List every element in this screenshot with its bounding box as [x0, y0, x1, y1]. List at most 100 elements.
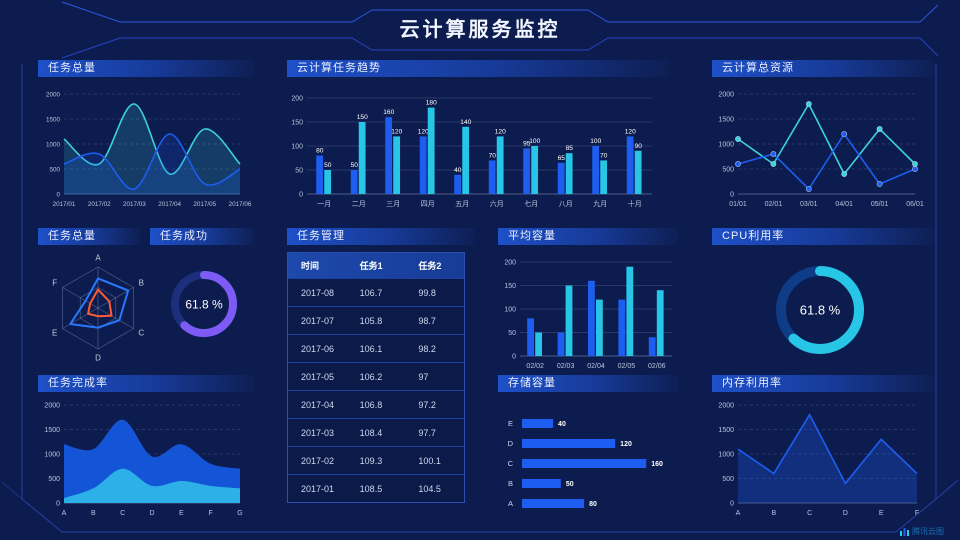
svg-text:160: 160	[651, 461, 663, 468]
svg-text:0: 0	[512, 354, 516, 361]
svg-text:七月: 七月	[524, 199, 538, 208]
svg-text:200: 200	[504, 260, 516, 267]
svg-text:500: 500	[722, 167, 734, 174]
svg-text:1000: 1000	[46, 142, 61, 149]
svg-text:95: 95	[523, 140, 531, 147]
svg-text:0: 0	[299, 192, 303, 199]
svg-text:E: E	[52, 329, 57, 338]
svg-text:1000: 1000	[44, 452, 60, 459]
svg-text:1500: 1500	[44, 427, 60, 434]
avg-capacity-bar-chart: 0 50 100 150 200 02/02 02/03 02/04 02/05 02/06	[504, 260, 672, 370]
svg-text:50: 50	[295, 168, 303, 175]
table-cell: 106.2	[359, 371, 383, 382]
table-cell: 97.2	[418, 399, 436, 410]
svg-text:02/06: 02/06	[648, 363, 666, 370]
svg-text:01/01: 01/01	[729, 201, 747, 208]
svg-text:100: 100	[529, 138, 540, 145]
svg-text:06/01: 06/01	[906, 201, 924, 208]
svg-text:65: 65	[558, 155, 566, 162]
table-cell: 104.5	[418, 483, 441, 494]
svg-text:0: 0	[56, 501, 60, 508]
table-cell: 2017-08	[301, 287, 335, 298]
task-total-radar-chart: A B C D E F	[52, 254, 144, 363]
table-cell: 106.8	[359, 399, 383, 410]
svg-text:2017/05: 2017/05	[193, 201, 216, 208]
svg-text:61.8 %: 61.8 %	[185, 297, 223, 311]
table-row: 2017-05 106.2 97	[288, 362, 464, 390]
table-cell: 2017-04	[301, 399, 335, 410]
svg-text:2000: 2000	[718, 92, 734, 99]
svg-text:四月: 四月	[421, 200, 435, 208]
svg-text:200: 200	[291, 96, 303, 103]
svg-text:1000: 1000	[718, 452, 734, 459]
table-cell: 109.3	[359, 455, 383, 466]
svg-text:40: 40	[454, 167, 462, 174]
svg-text:B: B	[91, 510, 96, 517]
svg-text:100: 100	[590, 138, 601, 145]
task-management-table: 时间 任务1 任务2 2017-08 106.7 99.8 2017-07 105.8 98.7…	[287, 252, 465, 503]
svg-text:02/02: 02/02	[526, 363, 544, 370]
svg-text:0: 0	[730, 501, 734, 508]
svg-text:90: 90	[635, 143, 643, 150]
memory-line-chart: 0 500 1000 1500 2000 A B C D E F	[718, 403, 919, 518]
table-row: 2017-08 106.7 99.8	[288, 278, 464, 306]
svg-text:02/04: 02/04	[587, 363, 605, 370]
svg-text:C: C	[508, 459, 514, 468]
table-cell: 98.2	[418, 343, 436, 354]
svg-text:180: 180	[426, 100, 437, 107]
svg-text:五月: 五月	[455, 200, 469, 208]
task-total-line-chart: 0 500 1000 1500 2000 2017/01 2017/02 2017/03 201…	[46, 92, 252, 209]
svg-text:70: 70	[489, 152, 497, 159]
svg-text:85: 85	[566, 145, 574, 152]
svg-text:04/01: 04/01	[835, 201, 853, 208]
table-row: 2017-01 108.5 104.5	[288, 474, 464, 502]
table-cell: 2017-02	[301, 455, 335, 466]
table-row: 2017-04 106.8 97.2	[288, 390, 464, 418]
table-row: 2017-03 108.4 97.7	[288, 418, 464, 446]
table-cell: 99.8	[418, 287, 436, 298]
svg-text:100: 100	[504, 307, 516, 314]
svg-text:D: D	[843, 510, 848, 517]
panel-title-storage: 存储容量	[498, 375, 678, 392]
svg-text:G: G	[237, 510, 242, 517]
svg-text:80: 80	[589, 501, 597, 508]
panel-title-memory: 内存利用率	[712, 375, 935, 392]
svg-text:D: D	[149, 510, 154, 517]
table-header-row: 时间 任务1 任务2	[288, 253, 464, 278]
completion-area-chart: 0 500 1000 1500 2000 A B C D E F G	[44, 403, 242, 518]
svg-text:2017/06: 2017/06	[229, 201, 252, 208]
svg-text:0: 0	[730, 192, 734, 199]
svg-text:2017/04: 2017/04	[158, 201, 181, 208]
svg-text:500: 500	[722, 476, 734, 483]
table-row: 2017-02 109.3 100.1	[288, 446, 464, 474]
svg-text:0: 0	[56, 192, 60, 199]
svg-text:2017/01: 2017/01	[53, 201, 76, 208]
cpu-utilization-gauge: 61.8 %	[776, 266, 864, 354]
svg-text:E: E	[508, 419, 513, 428]
table-cell: 105.8	[359, 315, 383, 326]
svg-text:A: A	[508, 499, 513, 508]
svg-text:02/05: 02/05	[618, 363, 636, 370]
svg-text:50: 50	[566, 481, 574, 488]
svg-text:02/01: 02/01	[765, 201, 783, 208]
svg-text:160: 160	[383, 109, 394, 116]
table-header-cell: 任务2	[418, 261, 442, 271]
svg-text:E: E	[179, 510, 184, 517]
svg-text:2000: 2000	[718, 403, 734, 410]
svg-text:A: A	[62, 510, 67, 517]
svg-text:120: 120	[625, 128, 636, 135]
svg-text:2017/03: 2017/03	[123, 201, 146, 208]
svg-text:E: E	[879, 510, 884, 517]
svg-text:F: F	[209, 510, 213, 517]
table-cell: 2017-03	[301, 427, 335, 438]
brand-label: 腾讯云图	[912, 527, 944, 536]
svg-text:C: C	[138, 329, 144, 338]
svg-text:C: C	[807, 510, 812, 517]
panel-title-task-success: 任务成功	[150, 228, 255, 245]
table-header-cell: 任务1	[359, 261, 383, 271]
table-header-cell: 时间	[301, 261, 320, 271]
table-cell: 100.1	[418, 455, 441, 466]
panel-title-avg-capacity: 平均容量	[498, 228, 678, 245]
svg-text:B: B	[508, 479, 513, 488]
